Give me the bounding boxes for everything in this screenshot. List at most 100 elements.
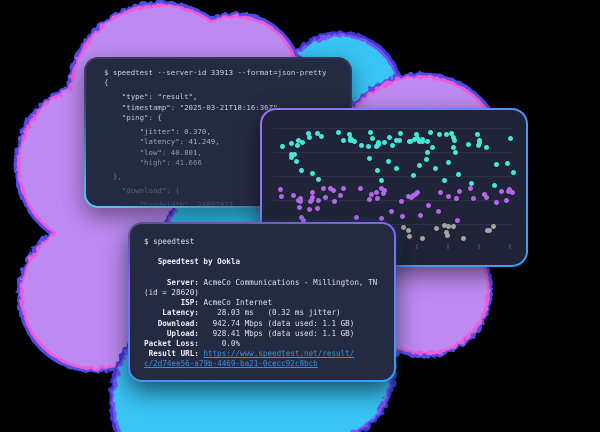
purple-band-dot [322, 194, 328, 200]
gray-band-dot [405, 227, 411, 233]
terminal-text [144, 268, 149, 277]
purple-band-dot [435, 208, 441, 214]
purple-band-dot [379, 186, 385, 192]
terminal-line: "high": 41.666 [104, 158, 202, 168]
purple-band-dot [374, 189, 380, 195]
purple-band-dot [457, 188, 463, 194]
gray-band-dot [460, 236, 466, 242]
axis-tick [447, 244, 449, 249]
cyan-band-dot [289, 151, 295, 157]
purple-band-dot [437, 189, 443, 195]
purple-band-dot [310, 190, 316, 196]
purple-band-dot [482, 192, 488, 198]
cyan-band-dot [449, 130, 455, 136]
purple-band-dot [298, 196, 304, 202]
latency-scatter-plot [262, 110, 526, 265]
terminal-label: ISP: [180, 298, 199, 308]
purple-band-dot [446, 193, 452, 199]
cyan-band-dot [299, 139, 305, 145]
purple-band-dot [297, 204, 303, 210]
latency-chart-surface [262, 110, 526, 265]
cyan-band-dot [453, 149, 459, 155]
axis-tick [416, 244, 418, 249]
terminal-line: Speedtest by Ookla [144, 257, 380, 267]
purple-band-dot [470, 196, 476, 202]
terminal-line: "low": 40.801, [104, 147, 202, 157]
cyan-band-dot [373, 144, 379, 150]
terminal-text: $ speedtest [144, 237, 195, 246]
terminal-line: $ speedtest --server-id 33913 --format=j… [104, 68, 327, 77]
cyan-band-dot [504, 161, 510, 167]
terminal-line: Latency: 28.03 ms (0.32 ms jitter) [144, 308, 380, 318]
cyan-band-dot [436, 132, 442, 138]
purple-band-dot [505, 189, 511, 195]
result-url-link[interactable]: https://www.speedtest.net/result/ [203, 349, 355, 359]
purple-band-dot [299, 215, 305, 221]
cyan-band-dot [424, 157, 430, 163]
cyan-band-dot [292, 152, 298, 158]
terminal-line: }, [104, 172, 122, 182]
purple-band-dot [331, 199, 337, 205]
gray-band-dot [490, 224, 496, 230]
cyan-band-dot [414, 136, 420, 142]
terminal-text: AcmeCo Communications - Millington, TN [198, 277, 378, 287]
cyan-band-dot [319, 133, 325, 139]
terminal-line: Packet Loss: 0.0% [144, 339, 380, 349]
purple-band-dot [399, 198, 405, 204]
purple-band-dot [484, 194, 490, 200]
purple-band-dot [498, 189, 504, 195]
purple-band-dot [307, 206, 313, 212]
purple-band-dot [367, 196, 373, 202]
purple-band-dot [314, 206, 320, 212]
gray-band-dot [401, 225, 407, 231]
purple-band-dot [290, 192, 296, 198]
purple-band-dot [368, 191, 374, 197]
speedtest-terminal-body: $ speedtest Speedtest by Ookla Server: A… [130, 224, 394, 380]
speedtest-terminal-surface: $ speedtest Speedtest by Ookla Server: A… [130, 224, 394, 380]
terminal-line: "bandwidth": 24097927 [104, 199, 234, 206]
purple-band-dot [279, 193, 285, 199]
cyan-band-dot [442, 177, 448, 183]
purple-band-dot [357, 186, 363, 192]
cyan-band-dot [476, 142, 482, 148]
cyan-band-dot [408, 139, 414, 145]
cyan-band-dot [492, 182, 498, 188]
cyan-band-dot [432, 166, 438, 172]
gray-band-dot [450, 224, 456, 230]
cyan-band-dot [477, 139, 483, 145]
speedtest-terminal-window: $ speedtest Speedtest by Ookla Server: A… [128, 222, 396, 382]
cyan-band-dot [417, 139, 423, 145]
cyan-band-dot [507, 136, 513, 142]
terminal-line: Result URL: https://www.speedtest.net/re… [144, 349, 380, 359]
purple-band-dot [321, 186, 327, 192]
terminal-line: "jitter": 0.370, [104, 126, 211, 136]
cyan-band-dot [510, 170, 516, 176]
cyan-band-dot [413, 131, 419, 137]
result-url-link[interactable]: c/2d74ee56-a79b-4469-ba21-0cecc92c8bcb [144, 359, 318, 369]
cyan-band-dot [348, 136, 354, 142]
terminal-line: "download": { [104, 185, 180, 195]
terminal-text: 28.03 ms (0.32 ms jitter) [198, 308, 341, 318]
gray-band-dot [442, 223, 448, 229]
cyan-band-dot [358, 142, 364, 148]
cyan-band-dot [389, 142, 395, 148]
cyan-band-dot [309, 171, 315, 177]
cyan-band-dot [419, 136, 425, 142]
terminal-line: c/2d74ee56-a79b-4469-ba21-0cecc92c8bcb [144, 359, 380, 369]
cyan-band-dot [370, 135, 376, 141]
cyan-band-dot [336, 130, 342, 136]
purple-band-dot [507, 186, 513, 192]
terminal-label: Result URL: [148, 349, 199, 359]
cyan-band-dot [410, 173, 416, 179]
terminal-line: $ speedtest [144, 237, 380, 247]
cyan-band-dot [428, 130, 434, 136]
cyan-band-dot [451, 138, 457, 144]
purple-band-dot [406, 193, 412, 199]
cyan-band-dot [386, 135, 392, 141]
purple-band-dot [295, 197, 301, 203]
terminal-label: Packet Loss: [144, 339, 199, 349]
purple-band-dot [380, 190, 386, 196]
purple-band-dot [467, 186, 473, 192]
cyan-band-dot [288, 141, 294, 147]
